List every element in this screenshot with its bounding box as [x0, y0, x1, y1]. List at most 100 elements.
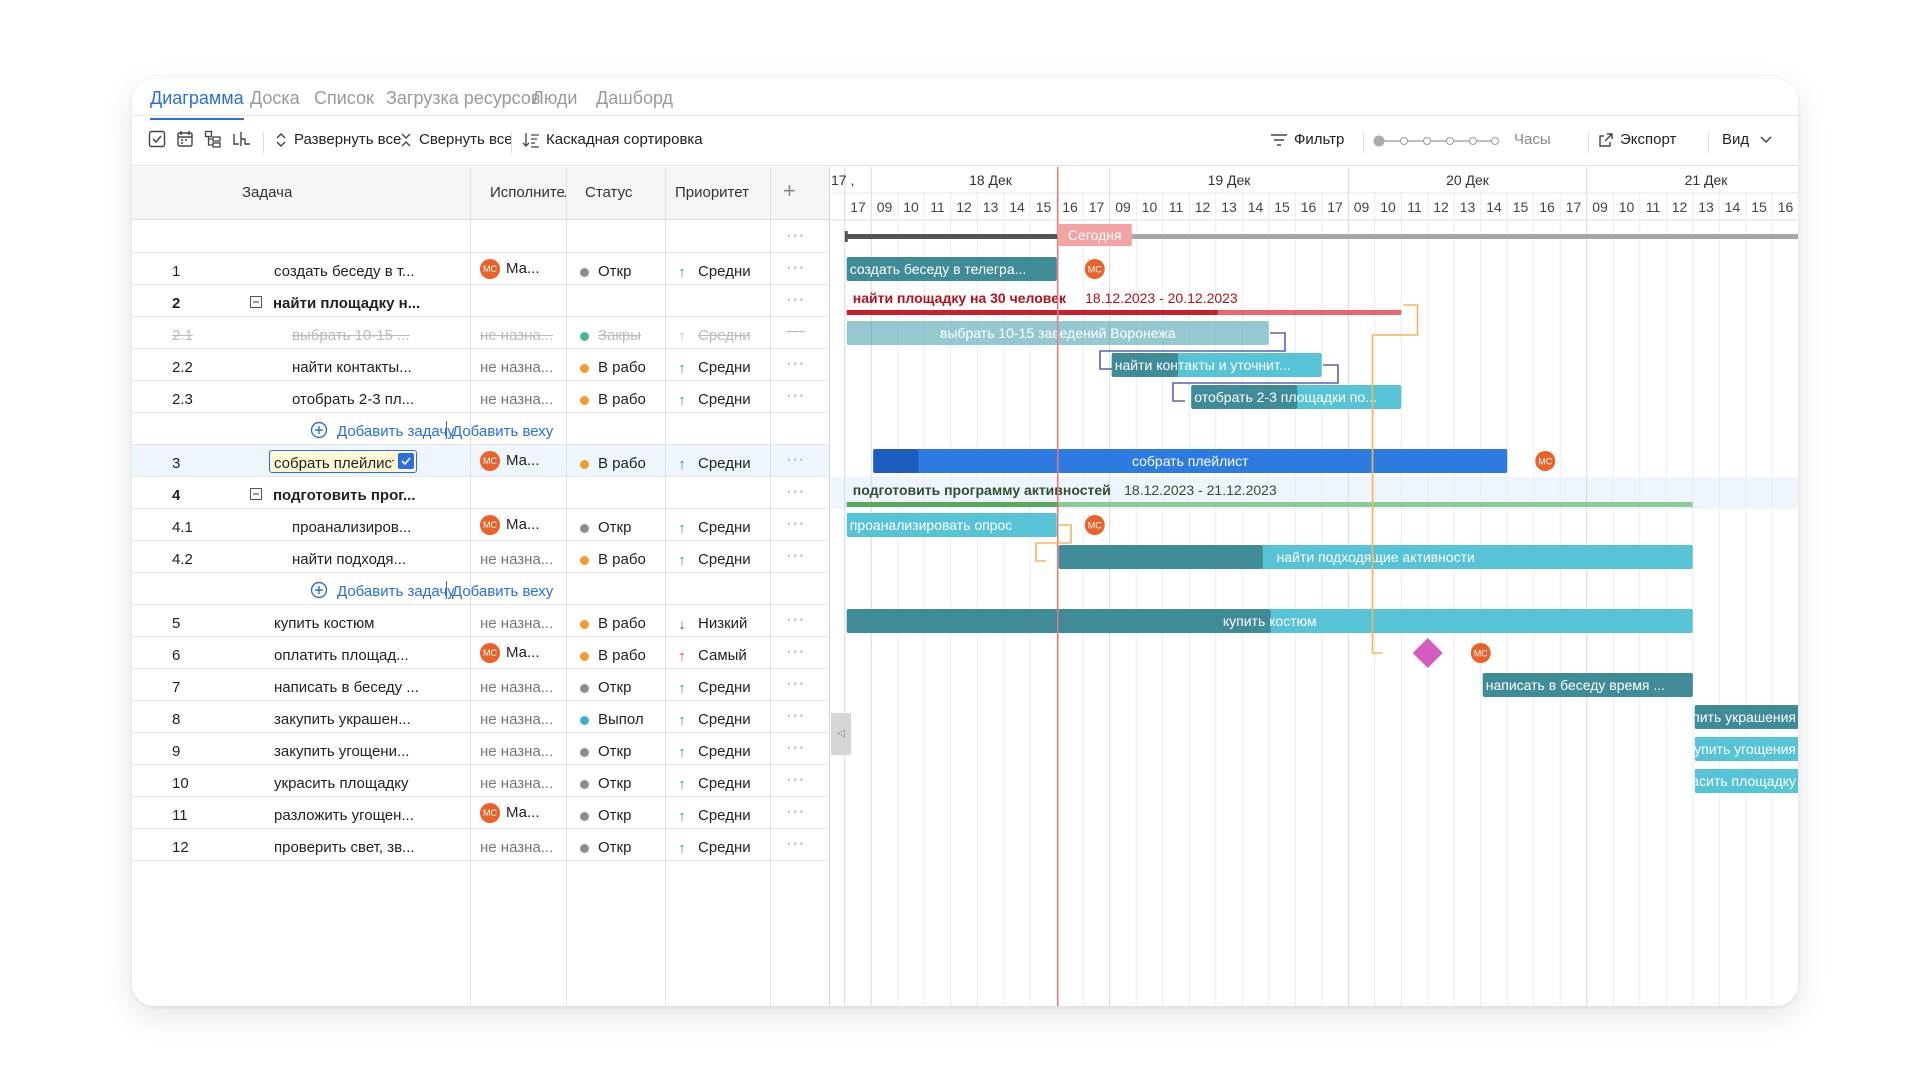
- priority-cell[interactable]: ↑ Самый: [676, 647, 747, 665]
- priority-cell[interactable]: ↑ Средни: [676, 807, 750, 825]
- table-row[interactable]: 5 купить костюм не назна... В рабо ↓ Низкий ··…: [132, 605, 830, 637]
- add-task-link[interactable]: Добавить задачу: [337, 583, 455, 600]
- status-cell[interactable]: В рабо: [580, 551, 646, 568]
- milestone-diamond[interactable]: [1412, 638, 1443, 668]
- table-row[interactable]: 2.2 найти контакты... не назна... В рабо ↑ Ср…: [132, 349, 830, 381]
- calendar-icon[interactable]: [176, 130, 194, 153]
- filter-button[interactable]: Фильтр: [1270, 131, 1344, 148]
- priority-cell[interactable]: ↑ Средни: [676, 263, 750, 281]
- row-more-icon[interactable]: ···: [786, 483, 805, 500]
- row-more-icon[interactable]: ···: [786, 675, 805, 692]
- row-more-icon[interactable]: ···: [786, 835, 805, 852]
- priority-cell[interactable]: ↑ Средни: [676, 359, 750, 377]
- status-cell[interactable]: В рабо: [580, 391, 646, 408]
- row-more-icon[interactable]: ···: [786, 739, 805, 756]
- row-more-icon[interactable]: ···: [786, 387, 805, 404]
- assignee-cell[interactable]: не назна...: [480, 359, 553, 376]
- task-bar[interactable]: [873, 449, 1508, 473]
- task-bar[interactable]: [1694, 769, 1798, 793]
- row-more-icon[interactable]: ···: [786, 259, 805, 276]
- assignee-cell[interactable]: не назна...: [480, 327, 553, 344]
- task-name[interactable]: украсить площадку: [274, 775, 409, 792]
- header-status[interactable]: Статус: [585, 184, 633, 201]
- table-row[interactable]: 2.1 выбрать 10-15 ... не назна... Закры ↑ Сре…: [132, 317, 830, 349]
- add-row[interactable]: Добавить задачу Добавить веху: [132, 573, 830, 605]
- add-column-icon[interactable]: +: [783, 178, 796, 203]
- task-name[interactable]: проанализиров...: [292, 519, 412, 536]
- avatar[interactable]: [1470, 643, 1491, 663]
- avatar[interactable]: [1084, 259, 1105, 279]
- priority-cell[interactable]: ↑ Средни: [676, 839, 750, 857]
- task-name[interactable]: создать беседу в т...: [274, 263, 415, 280]
- task-name[interactable]: проверить свет, зв...: [274, 839, 415, 856]
- avatar[interactable]: [1084, 515, 1105, 535]
- priority-cell[interactable]: ↑ Средни: [676, 743, 750, 761]
- task-name[interactable]: написать в беседу ...: [274, 679, 419, 696]
- task-name[interactable]: собрать плейлист: [274, 455, 394, 472]
- task-name[interactable]: купить костюм: [274, 615, 375, 632]
- assignee-cell[interactable]: не назна...: [480, 615, 553, 632]
- row-more-icon[interactable]: ···: [786, 547, 805, 564]
- collapse-icon[interactable]: [250, 487, 262, 504]
- table-row[interactable]: 8 закупить украшен... не назна... Выпол ↑ Сре…: [132, 701, 830, 733]
- assignee-cell[interactable]: не назна...: [480, 775, 553, 792]
- tab-0[interactable]: Диаграмма: [150, 88, 244, 120]
- table-row[interactable]: 12 проверить свет, зв... не назна... Откр ↑ С…: [132, 829, 830, 861]
- task-name[interactable]: закупить украшен...: [274, 711, 411, 728]
- assignee-cell[interactable]: не назна...: [480, 839, 553, 856]
- status-cell[interactable]: Выпол: [580, 711, 644, 728]
- row-more-icon[interactable]: ···: [786, 771, 805, 788]
- add-milestone-link[interactable]: Добавить веху: [452, 583, 554, 600]
- task-name[interactable]: выбрать 10-15 ...: [292, 327, 410, 344]
- status-cell[interactable]: В рабо: [580, 615, 646, 632]
- collapse-all-button[interactable]: Свернуть все: [399, 131, 513, 148]
- tab-1[interactable]: Доска: [250, 88, 300, 108]
- add-circle-icon[interactable]: [310, 421, 328, 443]
- group-row[interactable]: 2 найти площадку н... ···: [132, 285, 830, 317]
- assignee-cell[interactable]: не назна...: [480, 743, 553, 760]
- status-cell[interactable]: Откр: [580, 519, 631, 536]
- table-row[interactable]: 4.2 найти подходя... не назна... В рабо ↑ Сре…: [132, 541, 830, 573]
- task-name[interactable]: найти площадку н...: [273, 295, 421, 312]
- header-task[interactable]: Задача: [242, 184, 293, 201]
- task-bar[interactable]: [1694, 737, 1798, 761]
- add-circle-icon[interactable]: [310, 581, 328, 603]
- row-more-icon[interactable]: ···: [786, 355, 805, 372]
- critical-path-icon[interactable]: [232, 130, 252, 153]
- task-name[interactable]: оплатить площад...: [274, 647, 409, 664]
- status-cell[interactable]: В рабо: [580, 359, 646, 376]
- status-cell[interactable]: Откр: [580, 807, 631, 824]
- assignee-cell[interactable]: не назна...: [480, 551, 553, 568]
- hierarchy-icon[interactable]: [204, 130, 222, 153]
- priority-cell[interactable]: ↑ Средни: [676, 391, 750, 409]
- zoom-slider[interactable]: [1373, 134, 1501, 153]
- table-row[interactable]: 1 создать беседу в т... МС Ма... Откр ↑ Средни…: [132, 253, 830, 285]
- assignee-cell[interactable]: МС Ма...: [480, 451, 540, 471]
- assignee-cell[interactable]: МС Ма...: [480, 643, 540, 663]
- table-row[interactable]: 3 собрать плейлист МС Ма... В рабо ↑ Средни ···: [132, 445, 830, 477]
- today-marker[interactable]: [1057, 224, 1132, 246]
- table-row[interactable]: 10 украсить площадку не назна... Откр ↑ Средн…: [132, 765, 830, 797]
- checkbox-icon[interactable]: [148, 130, 166, 153]
- assignee-cell[interactable]: не назна...: [480, 679, 553, 696]
- priority-cell[interactable]: ↑ Средни: [676, 775, 750, 793]
- priority-cell[interactable]: ↑ Средни: [676, 679, 750, 697]
- tab-4[interactable]: Люди: [532, 88, 578, 108]
- row-more-icon[interactable]: ···: [786, 707, 805, 724]
- row-more-icon[interactable]: ···: [786, 611, 805, 628]
- status-cell[interactable]: Закры: [580, 327, 641, 344]
- table-row[interactable]: 11 разложить угощен... МС Ма... Откр ↑ Средни ·…: [132, 797, 830, 829]
- row-more-icon[interactable]: ···: [786, 323, 805, 340]
- status-cell[interactable]: Откр: [580, 263, 631, 280]
- priority-cell[interactable]: ↑ Средни: [676, 455, 750, 473]
- priority-cell[interactable]: ↑ Средни: [676, 327, 750, 345]
- task-name[interactable]: найти подходя...: [292, 551, 407, 568]
- row-more-icon[interactable]: ···: [786, 803, 805, 820]
- table-row[interactable]: 4.1 проанализиров... МС Ма... Откр ↑ Средни ···: [132, 509, 830, 541]
- row-more-icon[interactable]: ···: [786, 515, 805, 532]
- cascade-sort-button[interactable]: Каскадная сортировка: [522, 131, 703, 148]
- task-name[interactable]: найти контакты...: [292, 359, 412, 376]
- collapse-icon[interactable]: [250, 295, 262, 312]
- priority-cell[interactable]: ↓ Низкий: [676, 615, 747, 633]
- status-cell[interactable]: Откр: [580, 839, 631, 856]
